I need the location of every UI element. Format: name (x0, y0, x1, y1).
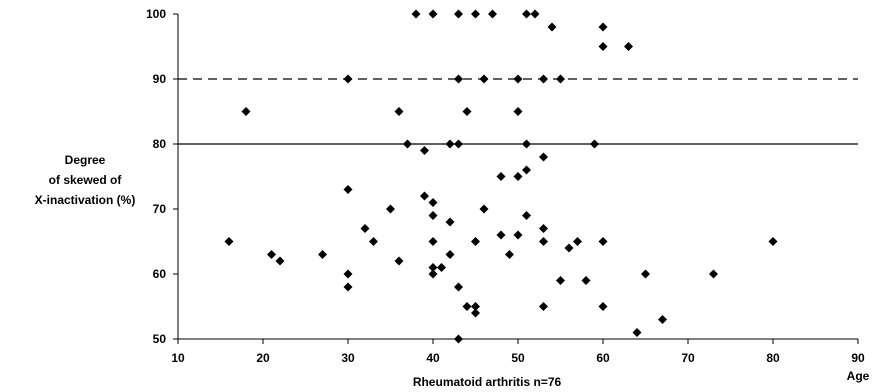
data-point (505, 250, 514, 259)
data-point (386, 204, 395, 214)
data-point (420, 146, 429, 155)
data-point (513, 107, 523, 116)
data-point (522, 9, 531, 19)
data-point (394, 107, 404, 116)
data-point (445, 217, 455, 227)
data-point (343, 269, 353, 279)
data-point (522, 211, 531, 220)
y-axis-title-line: X-inactivation (%) (34, 193, 136, 207)
data-point (522, 139, 531, 149)
data-point (267, 250, 276, 259)
data-point (539, 152, 548, 162)
data-point (598, 22, 608, 32)
data-point (462, 302, 472, 311)
data-point (428, 198, 438, 207)
data-point (598, 302, 608, 311)
data-point (343, 282, 353, 292)
data-point (428, 211, 438, 220)
data-point (428, 269, 438, 279)
data-point (632, 328, 642, 337)
data-point (624, 42, 633, 51)
data-point (275, 256, 285, 266)
data-point (539, 237, 548, 246)
y-tick-label: 100 (146, 7, 166, 21)
x-tick-label: 50 (511, 351, 525, 365)
y-tick-label: 50 (153, 332, 167, 346)
data-point (573, 237, 582, 246)
data-point (437, 263, 446, 272)
data-point (556, 74, 565, 84)
data-point (530, 9, 540, 19)
y-axis-title-line: of skewed of (48, 173, 122, 187)
data-point (590, 139, 599, 149)
data-point (343, 74, 353, 84)
data-point (454, 9, 463, 19)
y-axis-title: Degree of skewed of X-inactivation (%) (4, 150, 166, 210)
data-point (454, 74, 463, 84)
data-point (445, 139, 455, 149)
data-point (471, 237, 480, 246)
data-point (454, 139, 463, 149)
data-point (224, 237, 234, 246)
x-tick-label: 90 (851, 351, 865, 365)
y-axis-title-line: Degree (64, 153, 106, 167)
data-point (411, 9, 421, 19)
data-point (547, 22, 557, 32)
data-point (428, 263, 438, 272)
data-point (428, 237, 438, 246)
data-point (768, 237, 778, 246)
x-tick-label: 80 (766, 351, 780, 365)
data-point (318, 250, 327, 259)
x-axis-unit-label: Age (847, 369, 870, 383)
data-point (420, 191, 429, 201)
x-axis-title: Rheumatoid arthritis n=76 (413, 375, 562, 389)
data-point (496, 172, 506, 181)
data-point (522, 165, 531, 175)
data-point (454, 334, 463, 344)
data-point (471, 302, 480, 311)
x-tick-label: 60 (596, 351, 610, 365)
data-point (394, 256, 404, 266)
x-tick-label: 30 (341, 351, 355, 365)
data-point (360, 224, 370, 233)
x-tick-label: 10 (171, 351, 185, 365)
x-tick-label: 20 (256, 351, 270, 365)
data-point (513, 172, 523, 181)
data-point (471, 9, 480, 19)
data-point (709, 269, 718, 279)
data-point (556, 276, 565, 285)
data-point (598, 237, 608, 246)
data-point (564, 243, 574, 253)
data-point (539, 224, 548, 233)
data-point (496, 230, 506, 240)
data-point (369, 237, 378, 246)
data-point (403, 139, 412, 149)
data-point (539, 74, 548, 84)
data-point (343, 185, 353, 194)
data-point (641, 269, 650, 279)
data-point (658, 315, 667, 324)
data-point (428, 9, 438, 19)
data-point (488, 9, 497, 19)
data-point (471, 308, 480, 318)
data-point (462, 107, 472, 116)
y-tick-label: 70 (153, 202, 167, 216)
x-tick-label: 40 (426, 351, 440, 365)
data-point (513, 230, 523, 240)
data-point (479, 74, 489, 84)
data-point (598, 42, 608, 51)
data-point (454, 282, 463, 292)
y-tick-label: 80 (153, 137, 167, 151)
x-tick-label: 70 (681, 351, 695, 365)
data-point (479, 204, 489, 214)
data-point (445, 250, 455, 259)
data-point (513, 74, 523, 84)
data-point (581, 276, 591, 285)
data-point (539, 302, 548, 311)
y-tick-label: 90 (153, 72, 167, 86)
data-point (241, 107, 251, 116)
y-tick-label: 60 (153, 267, 167, 281)
